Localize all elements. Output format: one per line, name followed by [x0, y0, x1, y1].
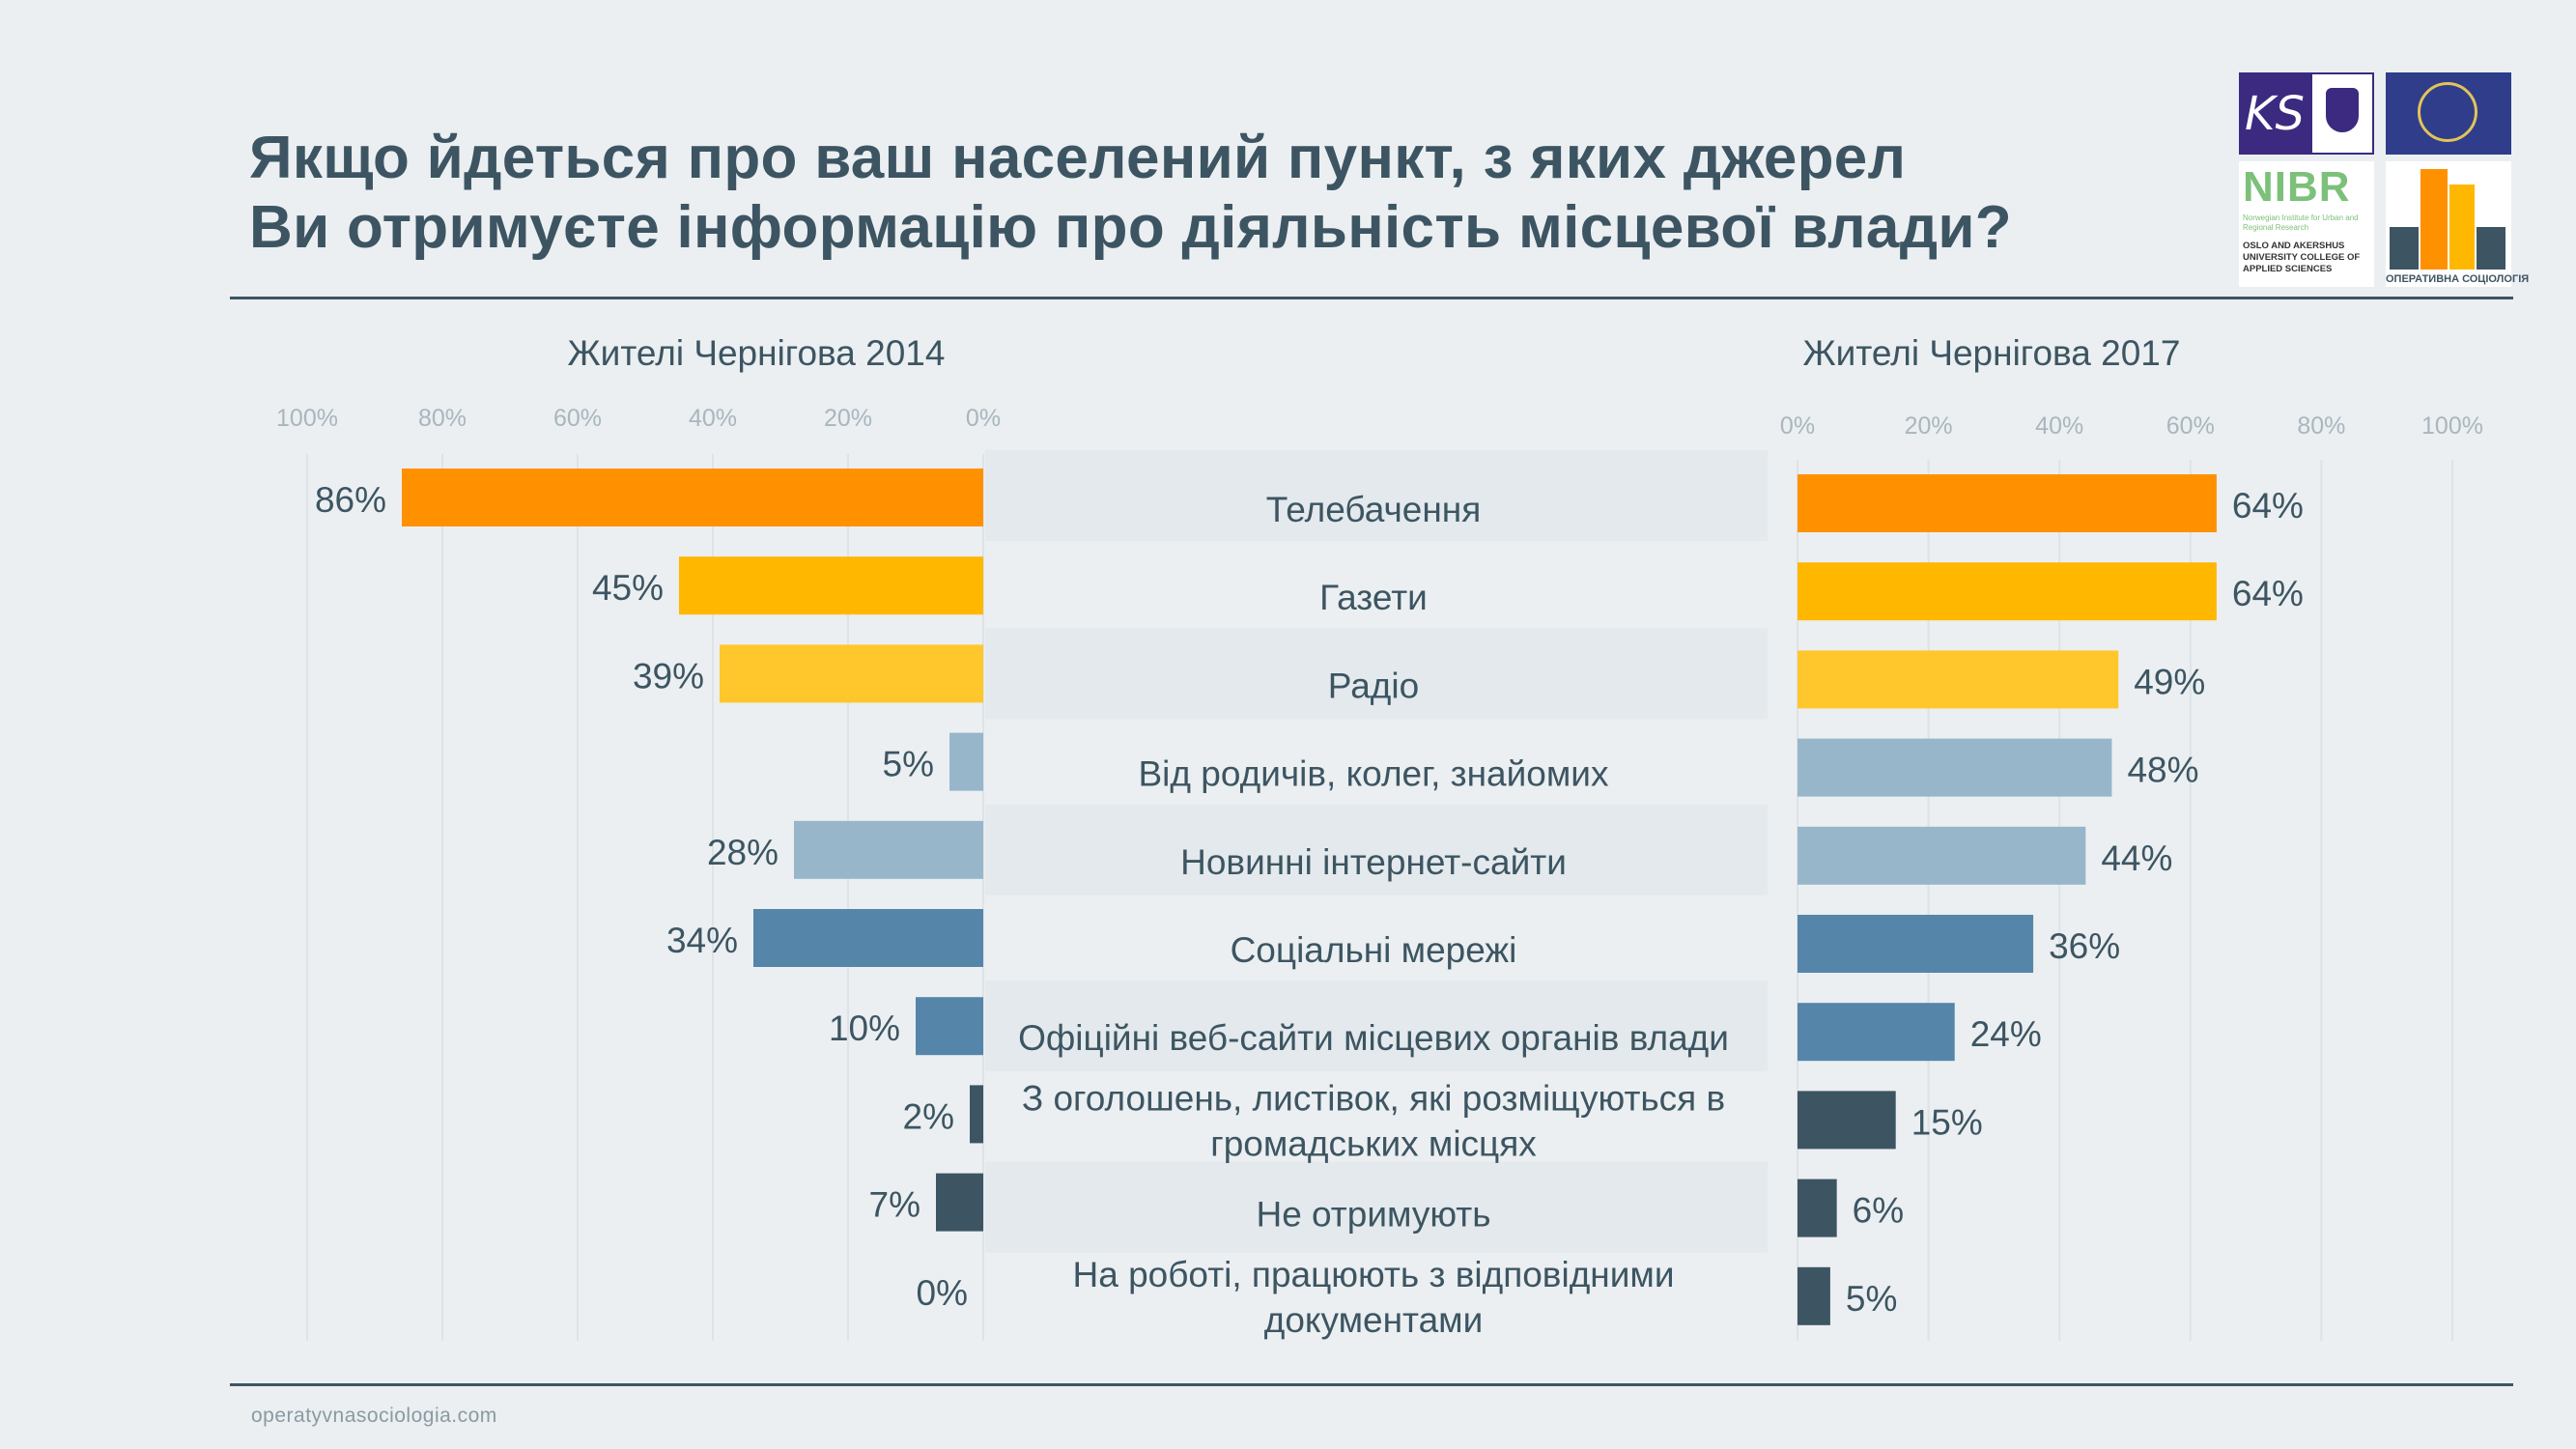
nibr-logo-text: NIBR: [2243, 163, 2351, 211]
ks-logo: KS: [2239, 72, 2374, 155]
category-band: [985, 804, 1768, 895]
data-label-2014: 45%: [592, 568, 664, 608]
category-label: Не отримують: [1256, 1195, 1490, 1235]
data-label-2017: 5%: [1846, 1279, 1897, 1319]
category-band: [985, 980, 1768, 1072]
category-label: Офіційні веб-сайти місцевих органів влад…: [1018, 1018, 1729, 1058]
tick-label-left: 20%: [824, 405, 872, 432]
tick-label-left: 60%: [553, 405, 602, 432]
bar-2014: [679, 556, 983, 615]
data-label-2014: 2%: [903, 1096, 954, 1136]
bar-2017: [1798, 1266, 1830, 1325]
bar-2017: [1798, 474, 2217, 532]
data-label-2014: 0%: [917, 1273, 968, 1313]
bar-2014: [949, 732, 983, 791]
bar-2014: [402, 469, 983, 526]
tick-label-right: 60%: [2166, 412, 2215, 440]
data-label-2017: 48%: [2127, 751, 2198, 790]
category-label: Телебачення: [1266, 490, 1482, 529]
bar-2014: [794, 820, 983, 879]
category-label-line-2: громадських місцях: [1210, 1123, 1537, 1163]
buildings-icon: [2390, 169, 2505, 270]
category-label: Від родичів, колег, знайомих: [1139, 754, 1609, 794]
footer-site: operatyvnasociologia.com: [251, 1405, 497, 1427]
nibr-logo: NIBR Norwegian Institute for Urban and R…: [2239, 161, 2374, 287]
category-label: На роботі, працюють з відповідними: [1073, 1255, 1675, 1294]
category-label: Новинні інтернет-сайти: [1180, 842, 1567, 882]
data-label-2014: 34%: [666, 921, 738, 960]
anniversary-seal-icon: [2418, 82, 2477, 142]
data-label-2017: 24%: [1970, 1014, 2042, 1054]
ks-crest-icon: [2312, 74, 2372, 153]
footer-divider: [230, 1383, 2513, 1386]
tick-label-left: 40%: [689, 405, 737, 432]
category-label: З оголошень, листівок, які розміщуються …: [1022, 1078, 1725, 1118]
tick-label-left: 100%: [276, 405, 338, 432]
bar-2014: [936, 1173, 983, 1232]
operatyvna-sociologia-logo: ОПЕРАТИВНА СОЦІОЛОГІЯ: [2386, 161, 2530, 287]
data-label-2017: 6%: [1853, 1191, 1904, 1231]
data-label-2014: 86%: [315, 480, 386, 520]
bar-2014: [753, 909, 983, 967]
operatyvna-sociologia-text: ОПЕРАТИВНА СОЦІОЛОГІЯ: [2386, 273, 2530, 285]
anniversary-logo: [2386, 72, 2511, 155]
category-label: Радіо: [1328, 666, 1419, 705]
data-label-2017: 15%: [1911, 1102, 1983, 1142]
page-title: Якщо йдеться про ваш населений пункт, з …: [249, 124, 2181, 263]
category-label: Газети: [1319, 578, 1428, 617]
bar-2014: [720, 644, 983, 703]
bar-2017: [1798, 650, 2119, 709]
nibr-logo-subtitle: Norwegian Institute for Urban and Region…: [2243, 213, 2359, 232]
tick-label-left: 0%: [966, 405, 1001, 432]
tick-label-right: 100%: [2421, 412, 2483, 440]
tick-label-right: 80%: [2297, 412, 2345, 440]
ks-logo-text: KS: [2245, 87, 2305, 141]
bar-2017: [1798, 826, 2086, 885]
bar-2014: [916, 997, 983, 1056]
data-label-2017: 36%: [2049, 926, 2120, 966]
partner-logos: KS NIBR Norwegian Institute for Urban an…: [2239, 72, 2530, 287]
category-band: [985, 628, 1768, 720]
bar-2017: [1798, 1179, 1837, 1237]
data-label-2017: 64%: [2232, 574, 2304, 613]
category-band: [985, 1161, 1768, 1253]
bar-2014: [970, 1085, 983, 1144]
tick-label-right: 20%: [1905, 412, 1953, 440]
tick-label-right: 40%: [2035, 412, 2083, 440]
category-label: Соціальні мережі: [1231, 930, 1517, 970]
data-label-2014: 5%: [883, 745, 934, 784]
series-title-2014: Жителі Чернігова 2014: [568, 333, 946, 373]
bar-2017: [1798, 562, 2217, 621]
bar-2017: [1798, 915, 2034, 973]
bar-2017: [1798, 738, 2112, 797]
title-line-1: Якщо йдеться про ваш населений пункт, з …: [249, 125, 1907, 191]
bar-2017: [1798, 1003, 1955, 1062]
data-label-2014: 7%: [869, 1185, 920, 1225]
tick-label-left: 80%: [418, 405, 467, 432]
data-label-2014: 28%: [707, 833, 778, 872]
category-label-line-2: документами: [1264, 1300, 1484, 1340]
data-label-2014: 10%: [829, 1009, 900, 1048]
bar-2017: [1798, 1091, 1896, 1150]
category-band: [985, 450, 1768, 541]
data-label-2017: 64%: [2232, 486, 2304, 526]
series-title-2017: Жителі Чернігова 2017: [1803, 333, 2181, 373]
title-divider: [230, 297, 2513, 299]
data-label-2017: 49%: [2134, 662, 2205, 701]
oslo-college-text: OSLO AND AKERSHUS UNIVERSITY COLLEGE OF …: [2243, 241, 2361, 274]
tick-label-right: 0%: [1780, 412, 1815, 440]
data-label-2017: 44%: [2101, 838, 2172, 878]
data-label-2014: 39%: [633, 656, 704, 696]
title-line-2: Ви отримуєте інформацію про діяльність м…: [249, 194, 2012, 261]
